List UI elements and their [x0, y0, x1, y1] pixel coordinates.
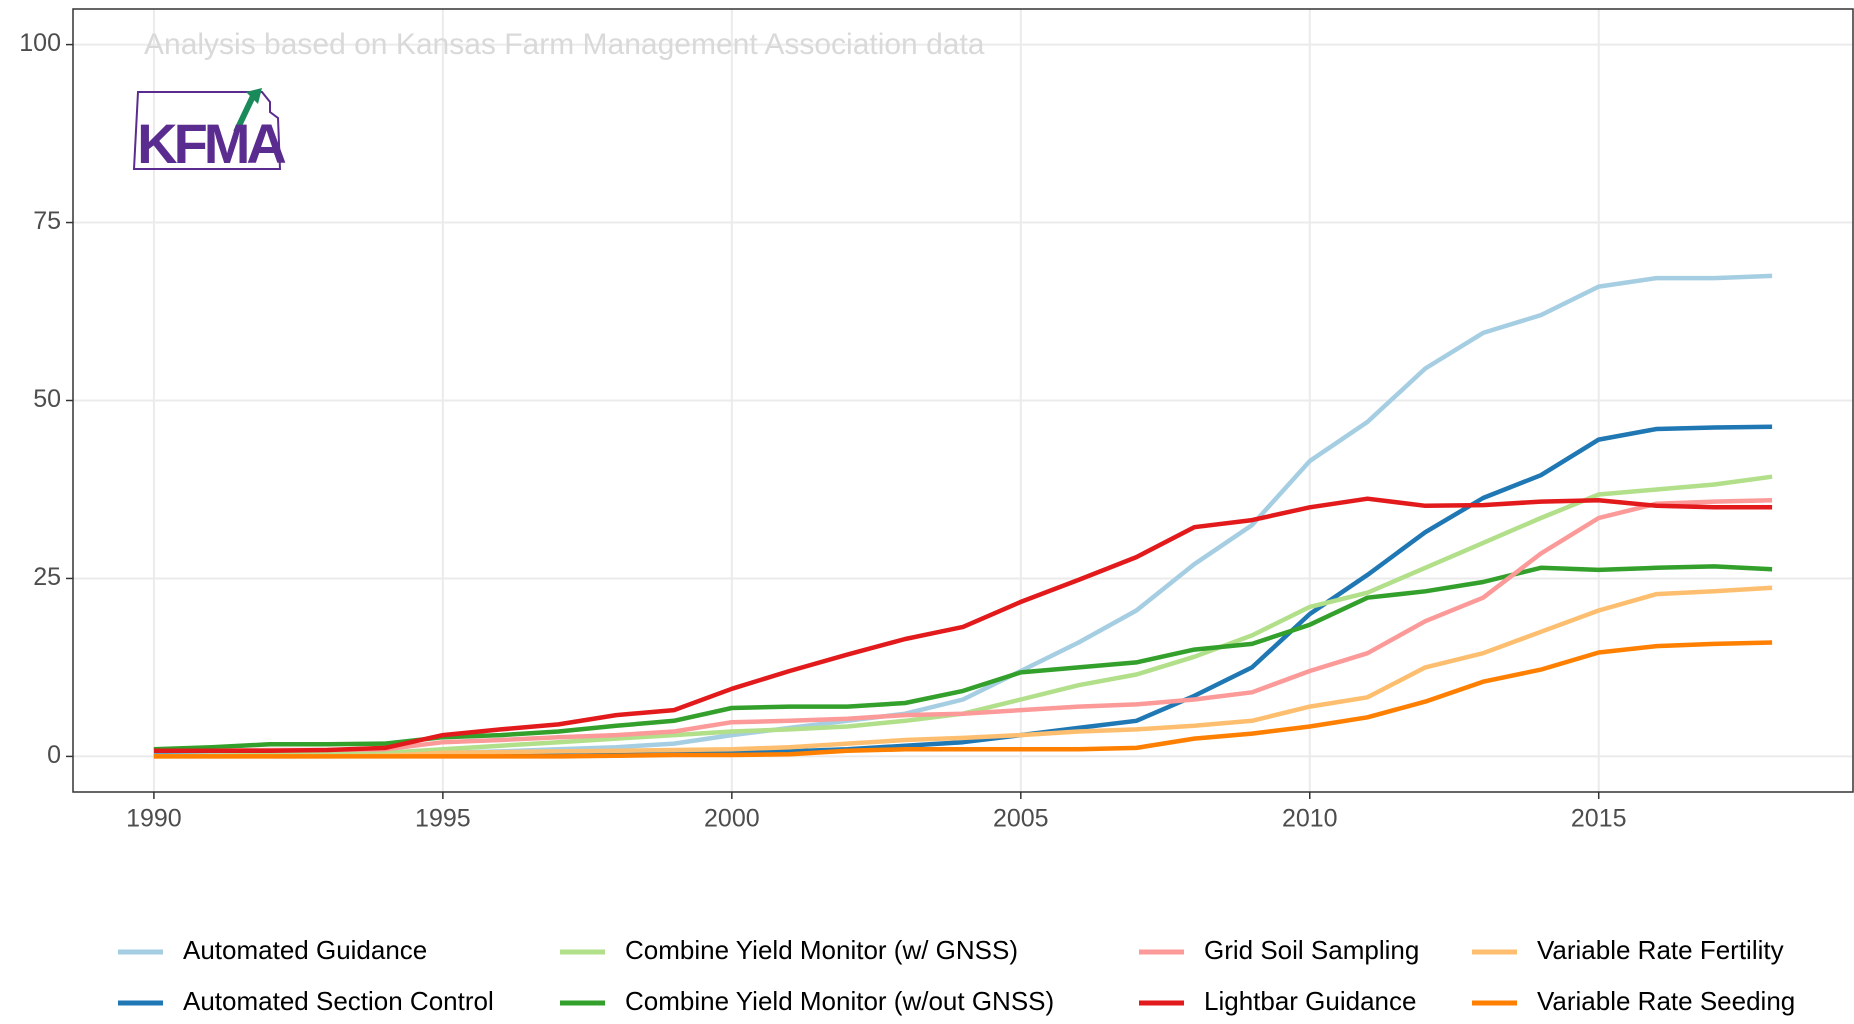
grid [73, 9, 1853, 792]
lines [153, 273, 1773, 759]
legend-label: Combine Yield Monitor (w/ GNSS) [625, 935, 1018, 965]
series-line [153, 585, 1773, 759]
y-tick-label: 100 [19, 29, 61, 57]
x-tick-label: 2010 [1282, 805, 1338, 833]
x-tick-label: 2015 [1571, 805, 1627, 833]
axes: 0 25 50 75 100 1990 1995 2000 2005 2010 2015 [19, 29, 1626, 832]
legend-label: Automated Section Control [183, 986, 494, 1016]
logo: KFMA [132, 88, 289, 175]
x-tick-label: 2000 [704, 805, 760, 833]
y-tick-label: 75 [33, 207, 61, 235]
x-tick-label: 1990 [126, 805, 182, 833]
legend-label: Combine Yield Monitor (w/out GNSS) [625, 986, 1054, 1016]
logo-arrowhead [246, 88, 262, 104]
series-line [153, 496, 1773, 753]
y-tick-label: 50 [33, 385, 61, 413]
y-tick-label: 0 [47, 741, 61, 769]
logo-text: KFMA [137, 112, 285, 175]
series-line [153, 497, 1773, 753]
logo-arrow [233, 92, 257, 134]
logo-outline [132, 91, 282, 170]
y-tick-label: 25 [33, 563, 61, 591]
legend: Automated Guidance Automated Section Cont… [118, 935, 1795, 1016]
legend-label: Lightbar Guidance [1204, 986, 1416, 1016]
annotation: Analysis based on Kansas Farm Management… [144, 28, 985, 61]
legend-label: Automated Guidance [183, 935, 427, 965]
x-tick-label: 2005 [993, 805, 1049, 833]
legend-label: Variable Rate Fertility [1537, 935, 1784, 965]
legend-label: Variable Rate Seeding [1537, 986, 1795, 1016]
x-tick-label: 1995 [415, 805, 471, 833]
legend-label: Grid Soil Sampling [1204, 935, 1419, 965]
series-line [153, 640, 1773, 759]
